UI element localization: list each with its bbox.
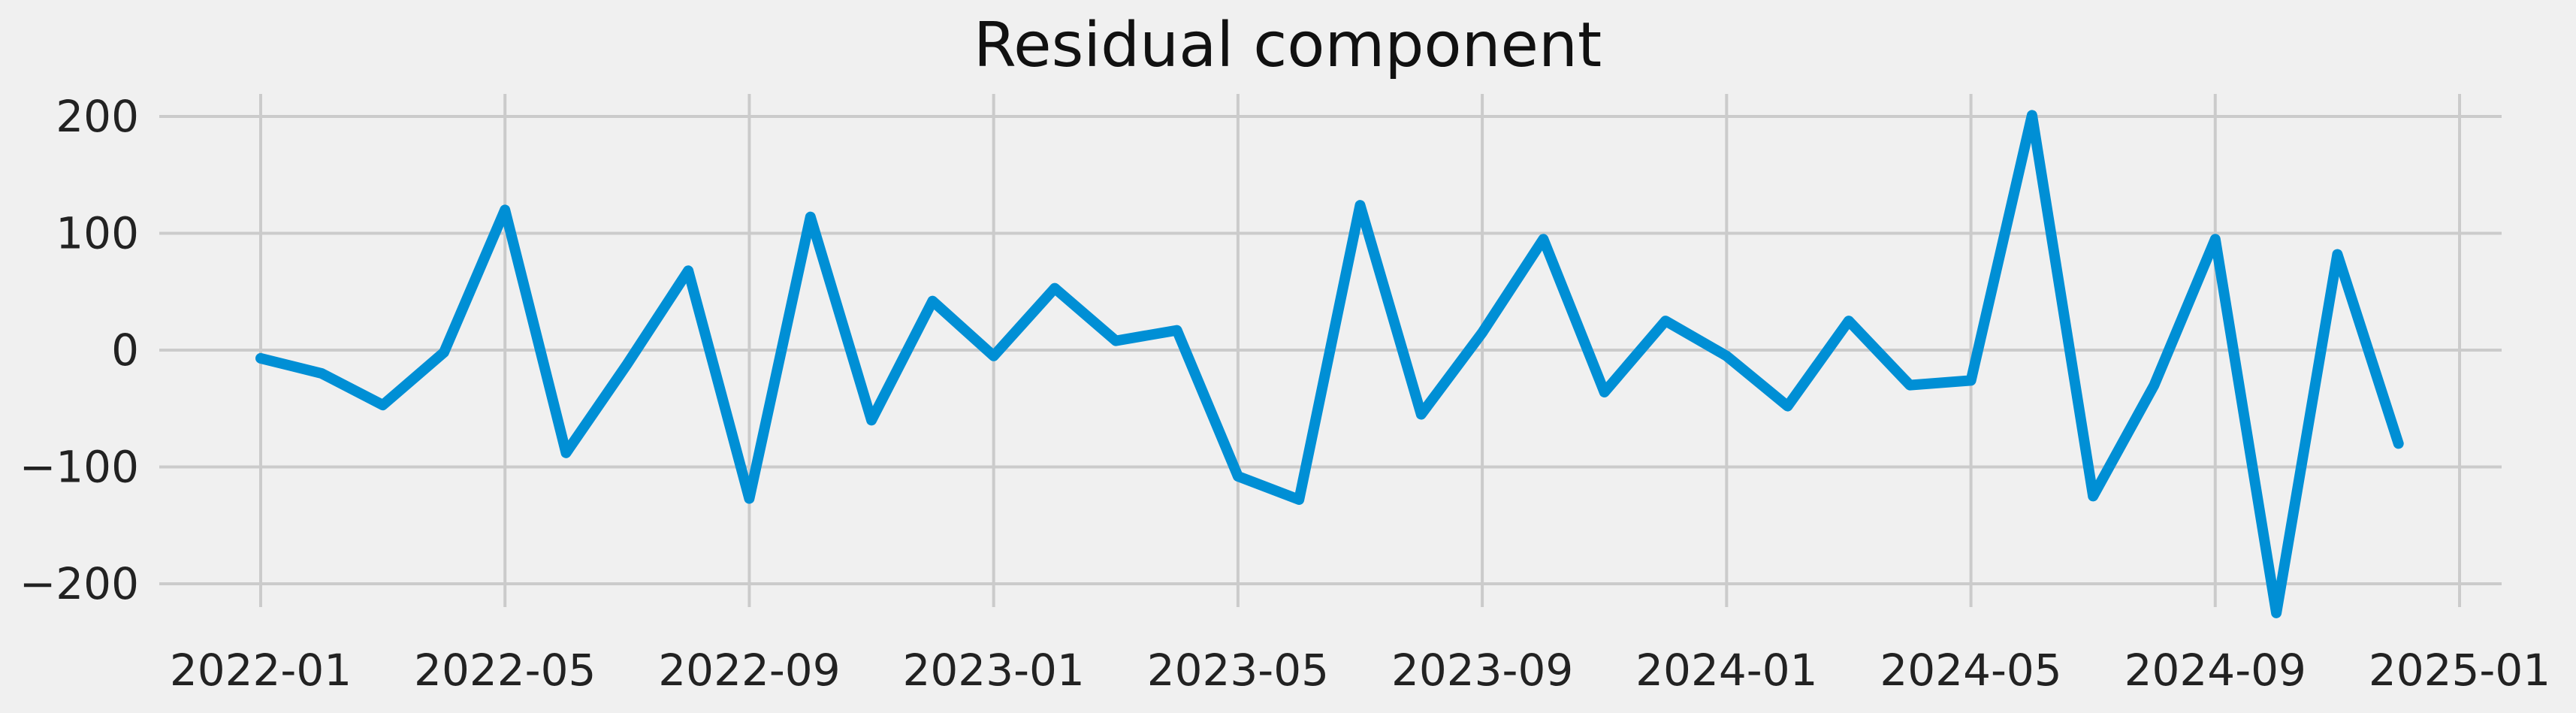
y-tick-label: −200 [20,558,139,609]
y-tick-label: 100 [56,208,139,259]
x-tick-label: 2024-09 [2125,645,2306,696]
y-tick-label: 0 [111,325,139,376]
x-tick-label: 2023-09 [1391,645,1573,696]
x-tick-label: 2023-01 [902,645,1084,696]
x-tick-label: 2022-01 [170,645,352,696]
x-tick-label: 2022-09 [658,645,840,696]
y-tick-label: 200 [56,91,139,142]
y-tick-label: −100 [20,442,139,493]
x-tick-label: 2025-01 [2369,645,2550,696]
series-group [255,110,2404,618]
chart-title: Residual component [974,10,1602,81]
y-axis-ticks: 200 100 0 −100 −200 [20,91,139,609]
x-tick-label: 2024-01 [1635,645,1817,696]
x-axis-ticks: 2022-01 2022-05 2022-09 2023-01 2023-05 2023-… [170,645,2550,696]
x-tick-label: 2022-05 [414,645,596,696]
x-tick-label: 2024-05 [1880,645,2061,696]
x-tick-label: 2023-05 [1147,645,1329,696]
residual-series-line [255,110,2404,618]
